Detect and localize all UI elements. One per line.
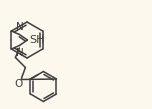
Text: O: O [14, 79, 22, 89]
Text: SH: SH [29, 35, 45, 45]
Text: N: N [16, 22, 24, 32]
Text: N: N [16, 48, 24, 58]
